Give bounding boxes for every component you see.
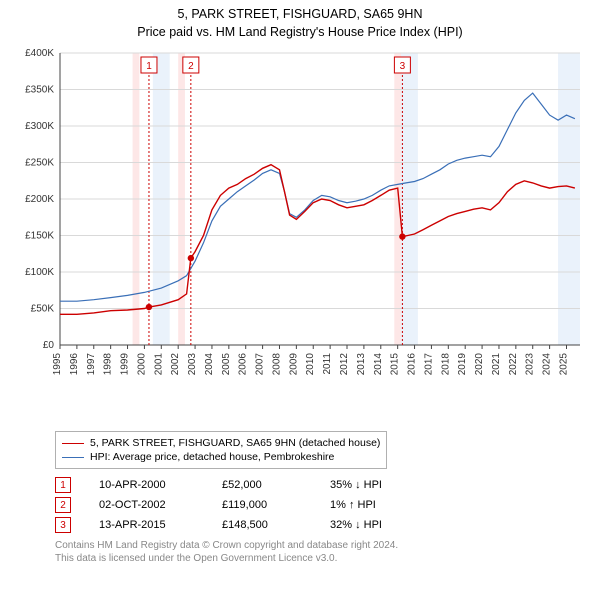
transaction-marker-3: 3 xyxy=(55,517,71,533)
svg-text:2016: 2016 xyxy=(407,353,418,376)
svg-text:2000: 2000 xyxy=(136,353,147,376)
svg-text:2020: 2020 xyxy=(474,353,485,376)
transaction-date: 02-OCT-2002 xyxy=(99,499,194,511)
svg-text:2004: 2004 xyxy=(204,353,215,376)
svg-text:2012: 2012 xyxy=(339,353,350,376)
legend: 5, PARK STREET, FISHGUARD, SA65 9HN (det… xyxy=(55,431,387,469)
svg-text:2018: 2018 xyxy=(440,353,451,376)
svg-text:1998: 1998 xyxy=(103,353,114,376)
svg-text:2017: 2017 xyxy=(423,353,434,376)
title-block: 5, PARK STREET, FISHGUARD, SA65 9HN Pric… xyxy=(10,6,590,41)
svg-text:£150K: £150K xyxy=(25,231,54,242)
svg-text:1999: 1999 xyxy=(120,353,131,376)
transaction-table: 1 10-APR-2000 £52,000 35% ↓ HPI 2 02-OCT… xyxy=(55,477,590,533)
chart: £0 £50K £100K £150K £200K £250K £300K £350K £400… xyxy=(10,45,590,425)
svg-text:£0: £0 xyxy=(43,340,55,351)
svg-text:2010: 2010 xyxy=(305,353,316,376)
transaction-date: 10-APR-2000 xyxy=(99,479,194,491)
svg-text:2013: 2013 xyxy=(356,353,367,376)
svg-text:2001: 2001 xyxy=(153,353,164,376)
svg-text:2021: 2021 xyxy=(491,353,502,376)
transaction-diff: 1% ↑ HPI xyxy=(330,499,430,511)
svg-text:2022: 2022 xyxy=(508,353,519,376)
legend-row-series2: HPI: Average price, detached house, Pemb… xyxy=(62,450,380,464)
transaction-diff: 32% ↓ HPI xyxy=(330,519,430,531)
footnote-line2: This data is licensed under the Open Gov… xyxy=(55,552,590,565)
svg-text:2006: 2006 xyxy=(238,353,249,376)
transaction-price: £52,000 xyxy=(222,479,302,491)
transaction-marker-2: 2 xyxy=(55,497,71,513)
svg-text:2025: 2025 xyxy=(558,353,569,376)
footnote-line1: Contains HM Land Registry data © Crown c… xyxy=(55,539,590,552)
svg-text:2014: 2014 xyxy=(373,353,384,376)
svg-text:2: 2 xyxy=(188,61,194,72)
chart-container: 5, PARK STREET, FISHGUARD, SA65 9HN Pric… xyxy=(0,0,600,571)
legend-row-series1: 5, PARK STREET, FISHGUARD, SA65 9HN (det… xyxy=(62,436,380,450)
svg-text:2002: 2002 xyxy=(170,353,181,376)
footnote: Contains HM Land Registry data © Crown c… xyxy=(55,539,590,565)
svg-text:£350K: £350K xyxy=(25,85,54,96)
svg-text:2008: 2008 xyxy=(271,353,282,376)
svg-text:2015: 2015 xyxy=(390,353,401,376)
svg-text:2007: 2007 xyxy=(255,353,266,376)
svg-text:2024: 2024 xyxy=(542,353,553,376)
svg-text:1996: 1996 xyxy=(69,353,80,376)
svg-text:2011: 2011 xyxy=(322,353,333,375)
svg-text:2009: 2009 xyxy=(288,353,299,376)
transaction-row: 2 02-OCT-2002 £119,000 1% ↑ HPI xyxy=(55,497,590,513)
svg-text:1995: 1995 xyxy=(52,353,63,376)
chart-svg: £0 £50K £100K £150K £200K £250K £300K £350K £400… xyxy=(10,45,590,425)
svg-text:£400K: £400K xyxy=(25,48,54,59)
svg-text:2003: 2003 xyxy=(187,353,198,376)
transaction-row: 3 13-APR-2015 £148,500 32% ↓ HPI xyxy=(55,517,590,533)
legend-swatch-series1 xyxy=(62,443,84,444)
title-address: 5, PARK STREET, FISHGUARD, SA65 9HN xyxy=(10,6,590,24)
svg-text:£50K: £50K xyxy=(31,304,55,315)
legend-label-series1: 5, PARK STREET, FISHGUARD, SA65 9HN (det… xyxy=(90,436,380,450)
transaction-price: £119,000 xyxy=(222,499,302,511)
svg-text:1: 1 xyxy=(146,61,152,72)
svg-text:£100K: £100K xyxy=(25,267,54,278)
svg-text:3: 3 xyxy=(400,61,406,72)
legend-label-series2: HPI: Average price, detached house, Pemb… xyxy=(90,450,334,464)
svg-text:1997: 1997 xyxy=(86,353,97,376)
svg-text:£200K: £200K xyxy=(25,194,54,205)
legend-swatch-series2 xyxy=(62,457,84,458)
svg-text:£250K: £250K xyxy=(25,158,54,169)
title-subtitle: Price paid vs. HM Land Registry's House … xyxy=(10,24,590,42)
svg-text:£300K: £300K xyxy=(25,121,54,132)
transaction-marker-1: 1 xyxy=(55,477,71,493)
svg-text:2005: 2005 xyxy=(221,353,232,376)
transaction-row: 1 10-APR-2000 £52,000 35% ↓ HPI xyxy=(55,477,590,493)
transaction-price: £148,500 xyxy=(222,519,302,531)
transaction-date: 13-APR-2015 xyxy=(99,519,194,531)
svg-text:2019: 2019 xyxy=(457,353,468,376)
transaction-diff: 35% ↓ HPI xyxy=(330,479,430,491)
svg-text:2023: 2023 xyxy=(525,353,536,376)
